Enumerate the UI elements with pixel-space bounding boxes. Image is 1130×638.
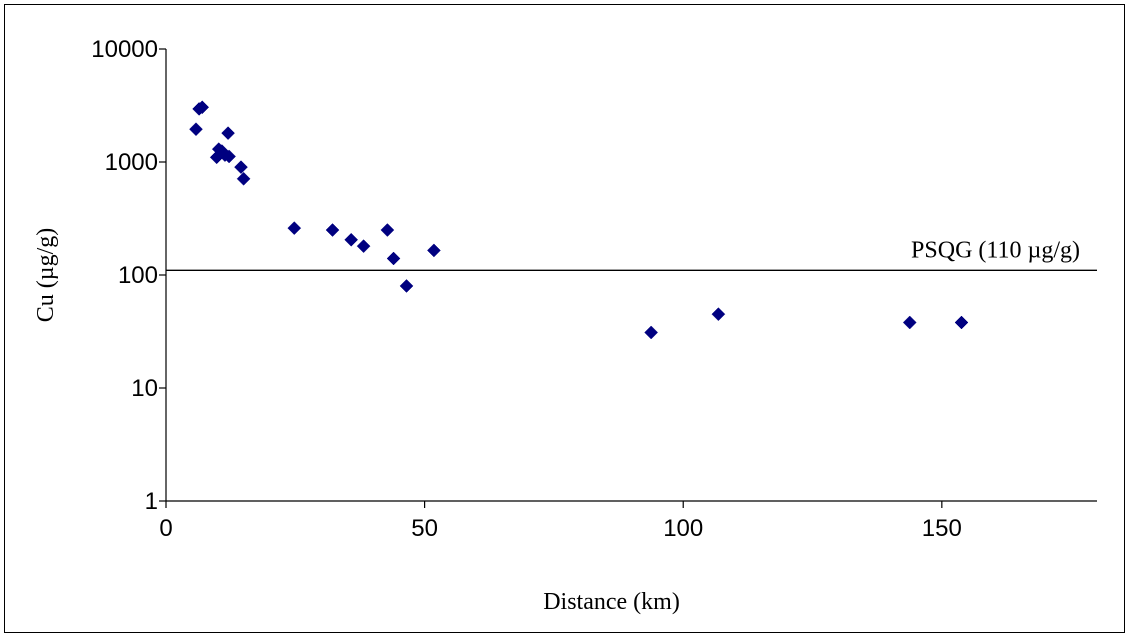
data-point (344, 232, 359, 247)
data-point (236, 171, 251, 186)
y-axis-title: Cu (µg/g) (33, 228, 59, 323)
x-tick-label: 100 (663, 515, 703, 542)
data-point (356, 239, 371, 254)
data-point (325, 223, 340, 237)
y-tick-label: 10 (131, 375, 158, 402)
data-point (399, 279, 414, 293)
data-point (711, 307, 726, 322)
y-tick-label: 1 (145, 488, 158, 515)
data-point (386, 251, 401, 266)
data-point (380, 223, 395, 237)
x-tick-label: 50 (411, 515, 438, 542)
x-axis-ticks: 0 50 100 150 (159, 501, 962, 542)
y-tick-label: 1000 (105, 149, 158, 176)
data-point (287, 221, 302, 235)
x-axis-title: Distance (km) (543, 589, 680, 615)
data-point (222, 149, 236, 164)
data-point (234, 160, 248, 175)
data-point (644, 325, 659, 340)
y-tick-label: 10000 (91, 36, 158, 63)
x-tick-label: 150 (922, 515, 962, 542)
x-tick-label: 0 (159, 515, 172, 542)
data-point (427, 243, 441, 258)
y-axis-ticks: 1 10 100 1000 10000 (91, 36, 166, 515)
axes (165, 49, 1097, 502)
data-point (195, 100, 210, 115)
psqg-annotation: PSQG (110 µg/g) (911, 237, 1080, 263)
data-point (954, 315, 969, 330)
chart-frame (4, 4, 1125, 633)
data-points (189, 100, 969, 340)
data-point (902, 315, 917, 330)
y-tick-label: 100 (118, 262, 158, 289)
data-point (189, 122, 203, 137)
data-point (221, 126, 235, 141)
